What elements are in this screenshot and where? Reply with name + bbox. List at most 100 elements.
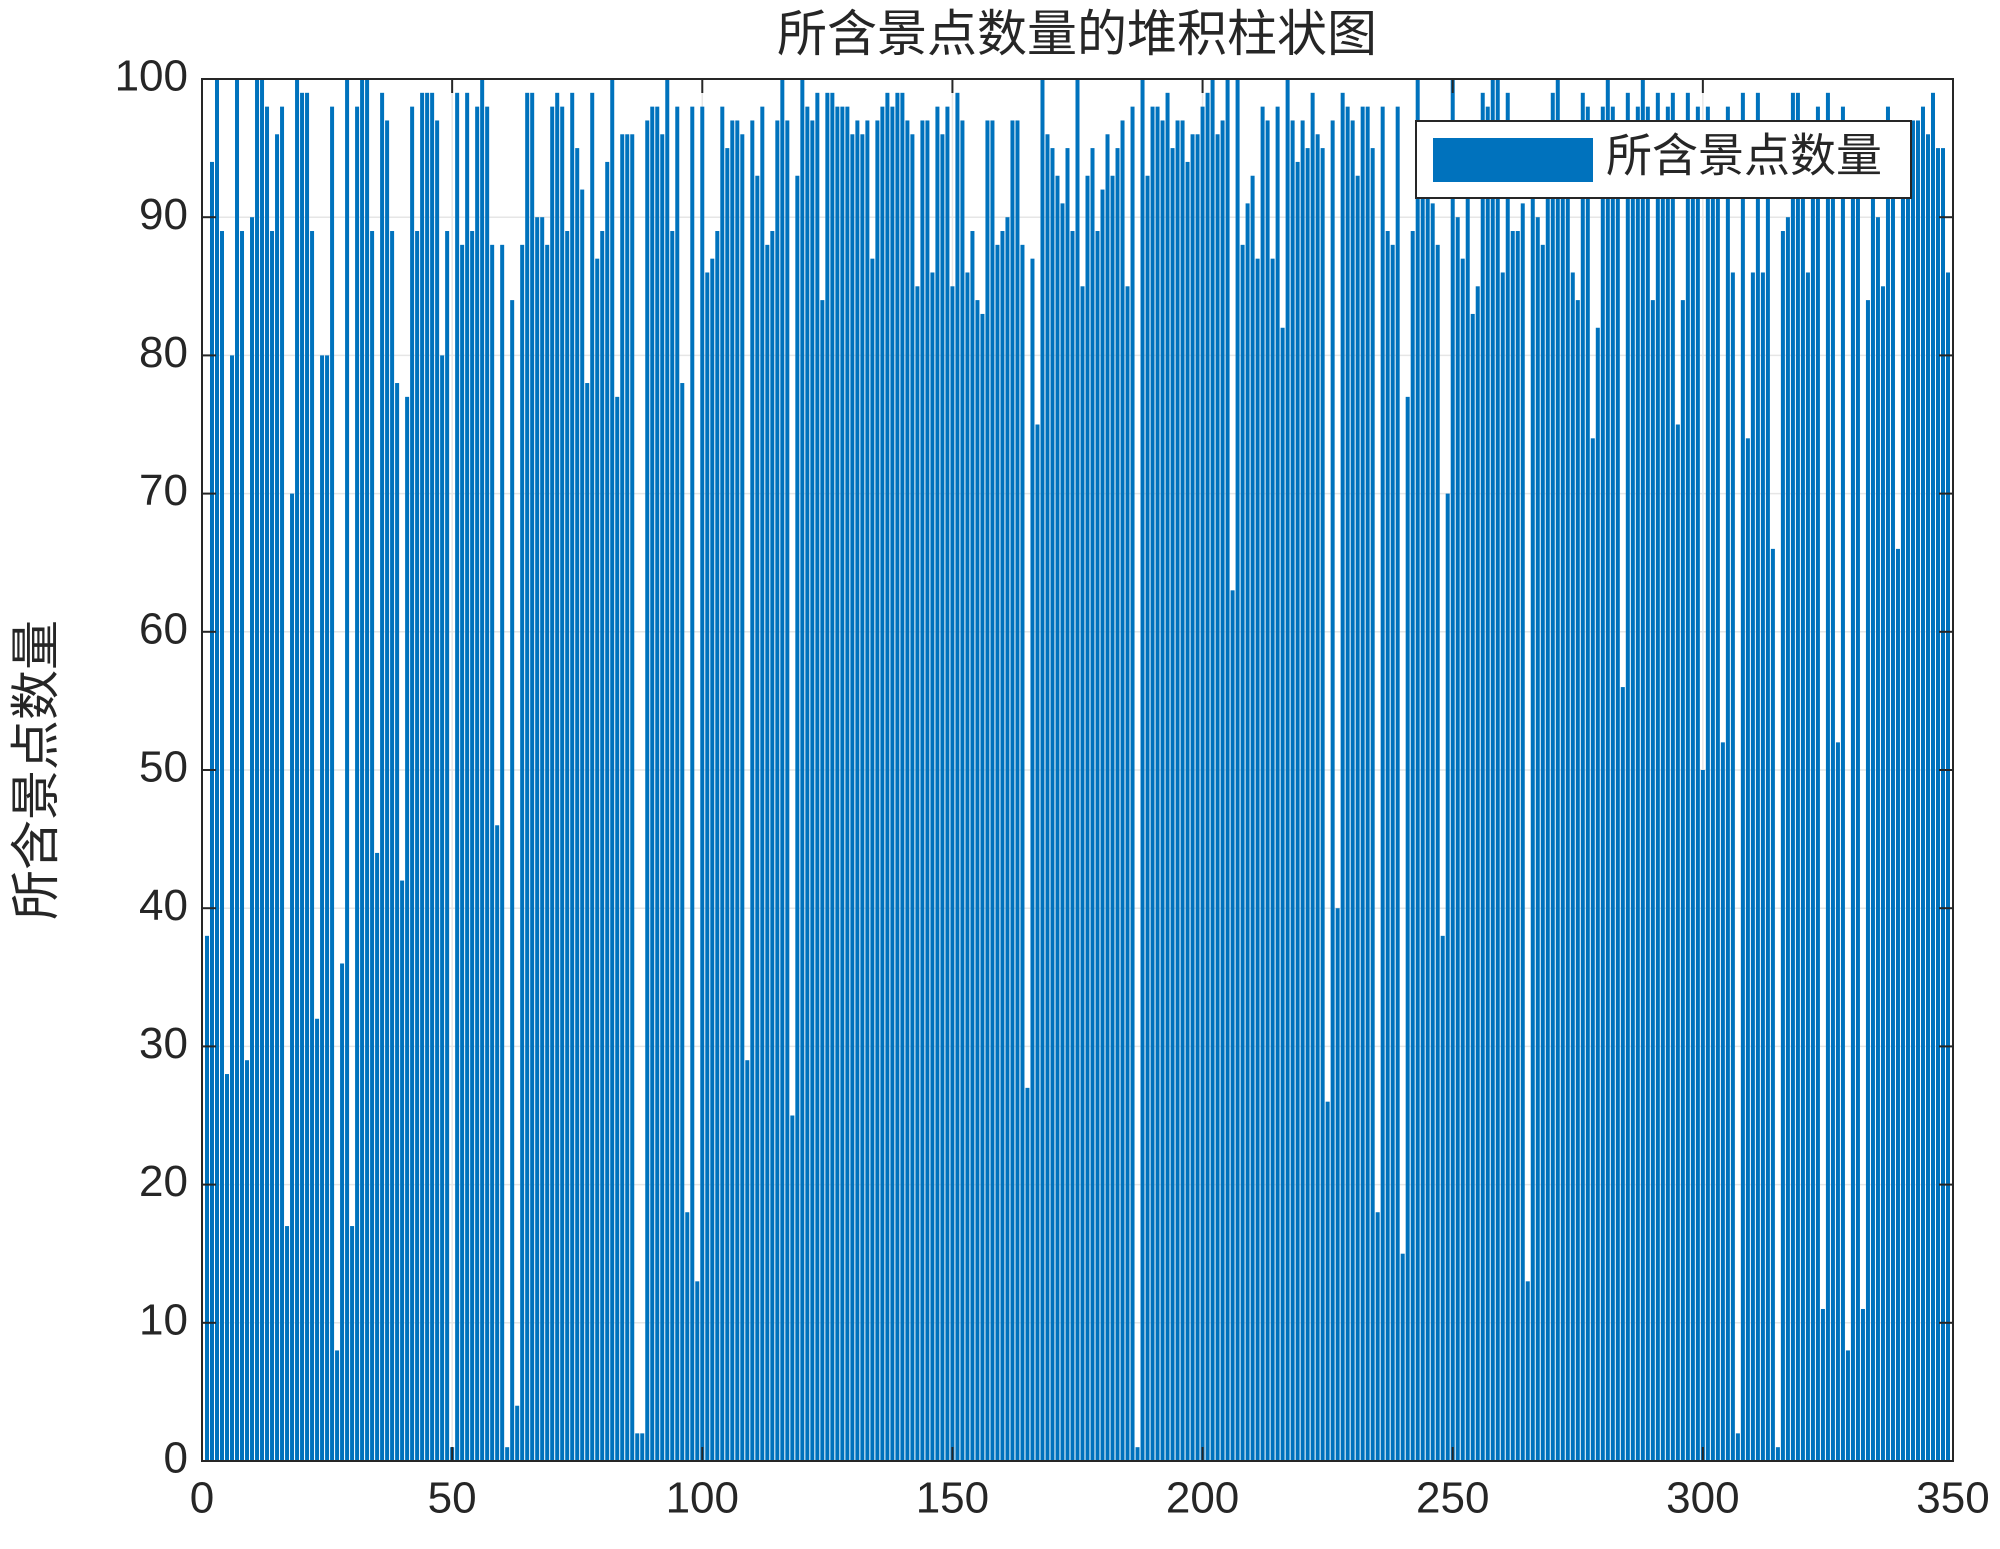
bar (1270, 258, 1275, 1461)
bar (1010, 120, 1015, 1462)
bar (740, 134, 745, 1461)
bar (845, 106, 850, 1461)
bar (1150, 106, 1155, 1461)
bar (1180, 120, 1185, 1462)
bar (1470, 313, 1475, 1462)
bar (1555, 79, 1560, 1461)
bar (1490, 79, 1495, 1461)
bar (1665, 106, 1670, 1461)
bar (280, 106, 285, 1461)
bar (795, 175, 800, 1462)
bar (1070, 231, 1075, 1461)
bar (1635, 106, 1640, 1461)
bar (1515, 231, 1520, 1461)
bar (1435, 244, 1440, 1462)
bar (710, 258, 715, 1461)
bar (500, 244, 505, 1462)
bar (1935, 148, 1940, 1462)
x-tick-label: 300 (1666, 1474, 1739, 1523)
bar (1065, 148, 1070, 1462)
bar (635, 1433, 640, 1461)
bar (1375, 1212, 1380, 1461)
bar (1445, 493, 1450, 1462)
bar (1890, 134, 1895, 1461)
bar (1870, 134, 1875, 1461)
bar (910, 134, 915, 1461)
bar (1260, 106, 1265, 1461)
bar (820, 300, 825, 1461)
bar (665, 79, 670, 1461)
bar (760, 106, 765, 1461)
y-tick-label: 90 (139, 190, 188, 239)
bar (245, 1060, 250, 1461)
bar (1020, 244, 1025, 1462)
bar (490, 244, 495, 1462)
bar (285, 1226, 290, 1461)
bar (410, 106, 415, 1461)
bar (815, 92, 820, 1462)
bar (1025, 1087, 1030, 1461)
bar (1590, 438, 1595, 1461)
bar (405, 396, 410, 1461)
bar (1580, 92, 1585, 1462)
bar (310, 231, 315, 1461)
bar (1825, 92, 1830, 1462)
bar (1700, 770, 1705, 1461)
bar (1310, 92, 1315, 1462)
bar (1345, 106, 1350, 1461)
bar (1500, 272, 1505, 1462)
bar (580, 189, 585, 1461)
bar (360, 79, 365, 1461)
bar (1915, 120, 1920, 1462)
bar (1785, 217, 1790, 1462)
bar (1405, 396, 1410, 1461)
x-tick-label: 200 (1166, 1474, 1239, 1523)
bar (930, 272, 935, 1462)
bar (220, 231, 225, 1461)
bar (1100, 189, 1105, 1461)
bar (1850, 120, 1855, 1462)
bar (890, 106, 895, 1461)
bar (1945, 272, 1950, 1462)
bar (1625, 92, 1630, 1462)
bar (855, 120, 860, 1462)
bar (785, 120, 790, 1462)
bar (1225, 79, 1230, 1461)
bar (320, 355, 325, 1461)
bar (605, 161, 610, 1461)
bar (870, 258, 875, 1461)
bar (1930, 92, 1935, 1462)
bar (1720, 742, 1725, 1461)
bar (1795, 92, 1800, 1462)
bar (375, 852, 380, 1461)
bar (1300, 120, 1305, 1462)
bar (1320, 148, 1325, 1462)
bar (1255, 258, 1260, 1461)
bar (770, 231, 775, 1461)
bar (810, 120, 815, 1462)
bar (335, 1350, 340, 1461)
bar (1370, 148, 1375, 1462)
bar (1830, 134, 1835, 1461)
bar (305, 92, 310, 1462)
bar (995, 244, 1000, 1462)
bar (1570, 272, 1575, 1462)
bar (825, 92, 830, 1462)
bar (695, 1281, 700, 1461)
bar (920, 120, 925, 1462)
bar (1050, 148, 1055, 1462)
legend: 所含景点数量 (1415, 120, 1912, 199)
bar (250, 217, 255, 1462)
bar (1920, 106, 1925, 1461)
bar (1460, 258, 1465, 1461)
bar (945, 106, 950, 1461)
bar (1335, 908, 1340, 1461)
bar (1145, 175, 1150, 1462)
bar (1645, 106, 1650, 1461)
bar (1540, 244, 1545, 1462)
bar (1265, 120, 1270, 1462)
bar (1075, 79, 1080, 1461)
bar (1425, 134, 1430, 1461)
